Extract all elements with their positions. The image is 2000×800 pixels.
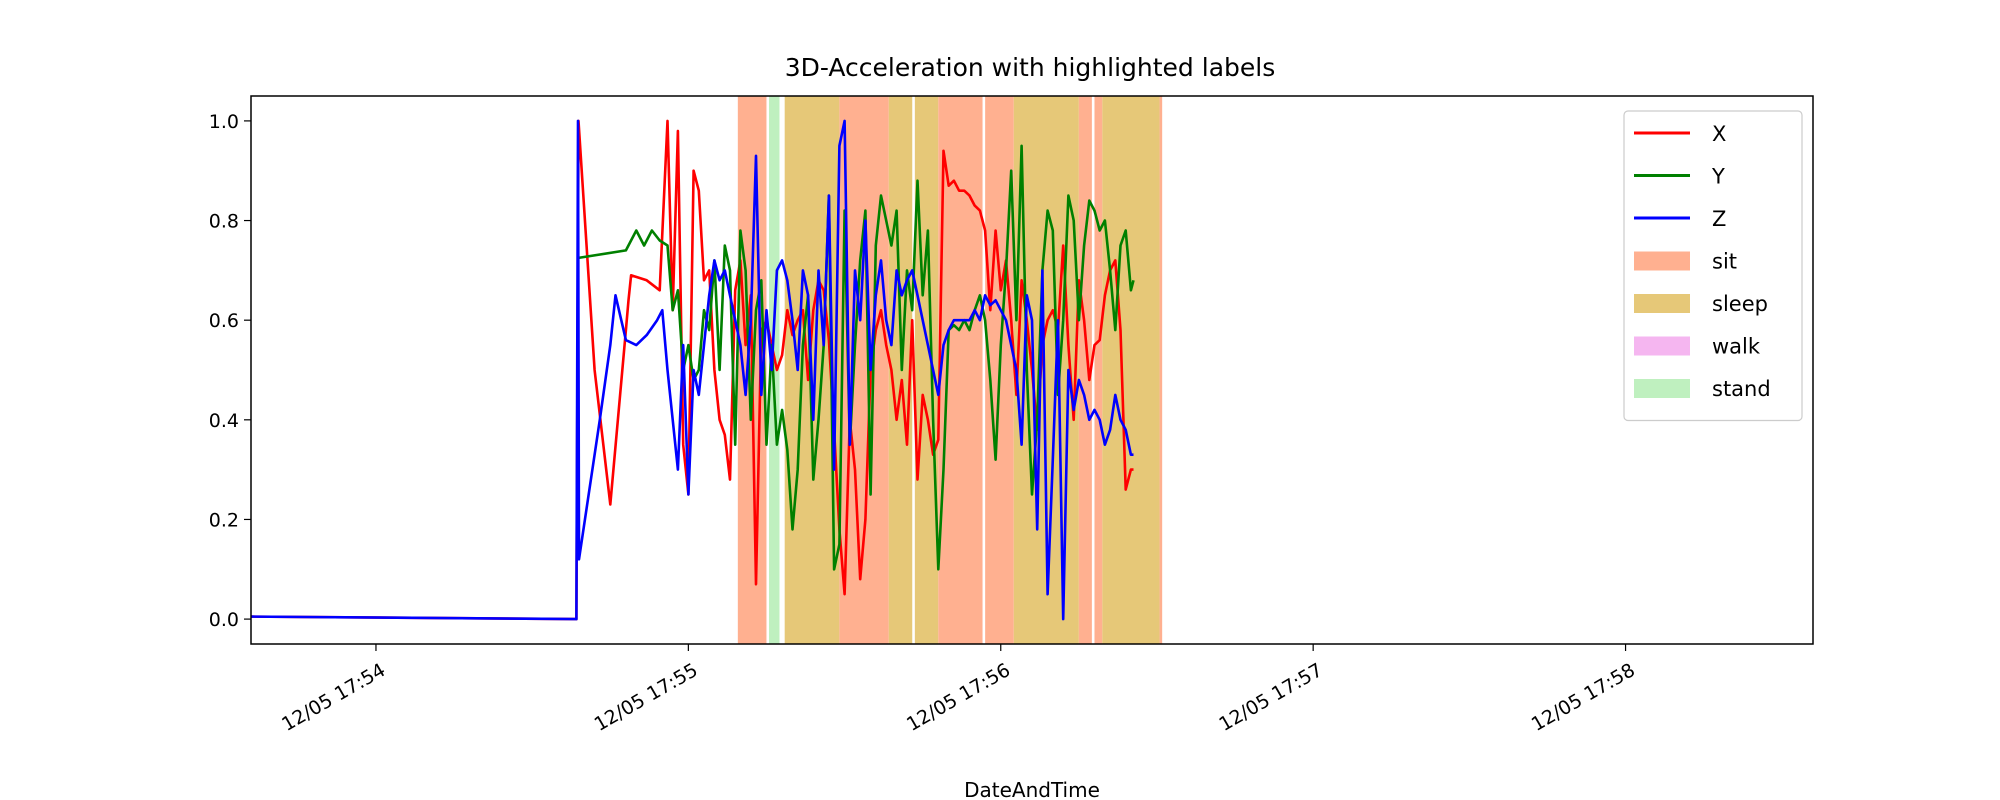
span-sleep-5 (914, 96, 939, 644)
chart-title: 3D-Acceleration with highlighted labels (785, 53, 1276, 82)
legend-label: Y (1711, 165, 1725, 189)
legend-label: sit (1712, 250, 1737, 274)
y-tick-label: 0.6 (209, 310, 239, 332)
y-tick-label: 0.8 (209, 211, 239, 233)
y-tick-label: 1.0 (209, 111, 239, 133)
legend-label: Z (1712, 207, 1726, 231)
legend-swatch-sleep (1634, 294, 1690, 313)
x-axis-label: DateAndTime (964, 778, 1100, 800)
legend-label: stand (1712, 377, 1771, 401)
legend-label: sleep (1712, 292, 1768, 316)
span-sit-6 (938, 96, 983, 644)
span-sleep-11 (1102, 96, 1160, 644)
span-sit-9 (1078, 96, 1092, 644)
y-tick-label: 0.4 (209, 410, 239, 432)
y-tick-label: 0.0 (209, 609, 239, 631)
span-sit-12 (1159, 96, 1163, 644)
plot-area (250, 95, 1814, 645)
legend-swatch-walk (1634, 336, 1690, 356)
axes-frame (250, 95, 1814, 645)
legend-swatch-sit (1634, 251, 1690, 271)
span-sit-10 (1094, 96, 1103, 644)
legend-label: X (1712, 122, 1726, 146)
y-tick-label: 0.2 (209, 509, 239, 531)
legend-label: walk (1712, 335, 1761, 359)
series-line-y (578, 144, 1135, 571)
series-lines (250, 119, 1135, 621)
series-line-z (250, 119, 1134, 621)
y-axis: 0.0 0.2 0.4 0.6 0.8 1.0 (209, 111, 251, 631)
legend-swatch-stand (1634, 379, 1690, 398)
series-line-x (250, 119, 1134, 621)
